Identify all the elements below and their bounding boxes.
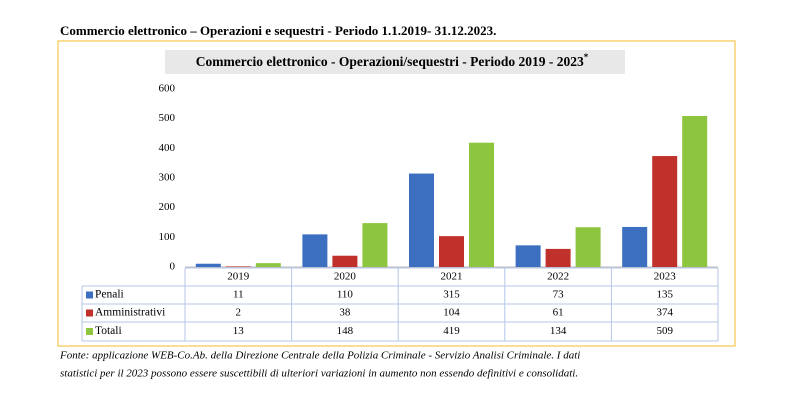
frame <box>57 40 736 347</box>
table-value: 374 <box>656 307 673 319</box>
title-text: Commercio elettronico - Operazioni/seque… <box>196 54 584 69</box>
table-value: 104 <box>443 307 460 319</box>
y-tick-label: 400 <box>159 142 176 154</box>
bar <box>682 115 708 267</box>
legend-label: Penali <box>95 289 124 301</box>
y-tick-label: 0 <box>170 261 176 273</box>
table-value: 135 <box>656 289 673 301</box>
bar <box>545 248 571 267</box>
bar <box>332 255 358 267</box>
table-value: 38 <box>339 307 351 319</box>
bar <box>652 156 678 267</box>
x-tick-label: 2021 <box>441 271 463 283</box>
bar <box>575 227 601 267</box>
y-tick-label: 100 <box>159 231 176 243</box>
bar <box>469 142 494 267</box>
title-note: * <box>584 52 589 62</box>
table-value: 148 <box>337 325 354 337</box>
chart-title: Commercio elettronico - Operazioni/seque… <box>196 52 589 69</box>
y-tick-label: 600 <box>159 83 176 95</box>
x-tick-label: 2020 <box>334 271 357 283</box>
bar <box>409 173 434 267</box>
footer-line: Fonte: applicazione WEB-Co.Ab. della Dir… <box>59 350 580 362</box>
bar <box>439 236 464 267</box>
bar <box>362 223 388 267</box>
legend-swatch <box>86 291 93 299</box>
table-value: 315 <box>443 289 460 301</box>
bar <box>515 245 541 267</box>
legend-swatch <box>86 328 93 335</box>
table-value: 110 <box>337 289 354 301</box>
y-tick-label: 200 <box>159 201 176 213</box>
x-tick-label: 2022 <box>547 271 569 283</box>
y-tick-label: 500 <box>159 112 176 124</box>
bar <box>622 226 648 267</box>
x-tick-label: 2023 <box>654 271 677 283</box>
table-value: 11 <box>233 289 244 301</box>
bar <box>302 234 328 267</box>
x-tick-label: 2019 <box>227 271 250 283</box>
bar <box>255 263 281 267</box>
y-tick-label: 300 <box>159 172 176 184</box>
legend-swatch <box>86 309 93 317</box>
heading: Commercio elettronico – Operazioni e seq… <box>60 23 496 38</box>
footer-line: statistici per il 2023 possono essere su… <box>60 368 578 380</box>
table-value: 2 <box>236 307 242 319</box>
bar <box>195 263 221 267</box>
bar <box>225 266 251 267</box>
legend-label: Totali <box>95 325 122 337</box>
legend-label: Amministrativi <box>95 307 165 319</box>
table-value: 61 <box>553 307 564 319</box>
table-value: 134 <box>550 325 567 337</box>
table-value: 509 <box>656 325 673 337</box>
table-value: 13 <box>233 325 245 337</box>
table-value: 73 <box>553 289 565 301</box>
title-box <box>165 50 625 74</box>
table-value: 419 <box>443 325 460 337</box>
